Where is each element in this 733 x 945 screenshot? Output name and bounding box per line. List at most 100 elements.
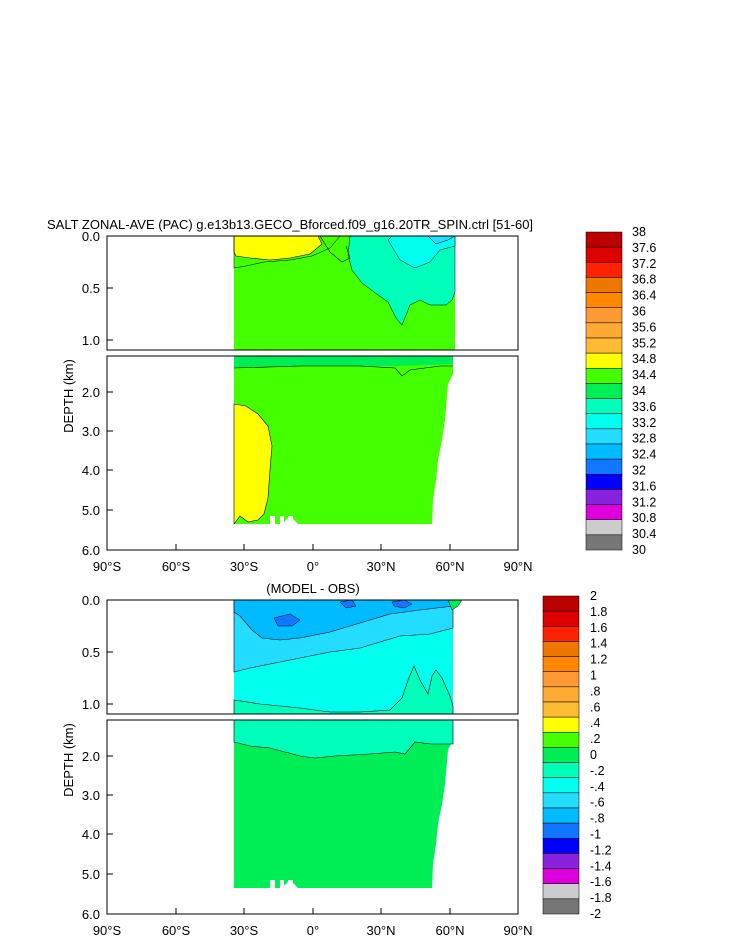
colorbar-box: [585, 277, 623, 293]
colorbar-box: [542, 626, 580, 642]
colorbar-label: 2: [590, 589, 597, 603]
colorbar-box: [542, 732, 580, 748]
colorbar-label: 31.2: [632, 495, 656, 509]
y-tick-label: 6.0: [82, 543, 100, 558]
y-tick-label: 4.0: [82, 463, 100, 478]
missing-data-gap: [270, 516, 275, 525]
y-tick-label: 4.0: [82, 827, 100, 842]
colorbar-box: [585, 413, 623, 430]
colorbar-label: 1: [590, 669, 597, 683]
colorbar-box: [585, 231, 623, 248]
colorbar-label: 38: [632, 225, 646, 239]
field-upper: [233, 235, 456, 350]
colorbar-box: [542, 822, 580, 839]
colorbar-box: [542, 868, 580, 884]
field-region: [233, 235, 341, 269]
colorbar-box: [542, 898, 580, 915]
x-ticks: 90°S 60°S 30°S 0° 30°N 60°N 90°N: [93, 908, 533, 938]
colorbar-label: .6: [590, 700, 600, 714]
colorbar-label: 34: [632, 384, 646, 398]
salt-panel: SALT ZONAL-AVE (PAC) g.e13b13.GECO_Bforc…: [47, 217, 656, 574]
y-tick-label: 2.0: [82, 385, 100, 400]
colorbar: 21.81.61.41.21.8.6.4.20-.2-.4-.6-.8-1-1.…: [542, 589, 612, 921]
x-tick-label: 30°S: [230, 559, 259, 574]
colorbar-box: [542, 641, 580, 657]
colorbar-label: 30: [632, 543, 646, 557]
field-region: [273, 613, 301, 627]
colorbar-label: 1.6: [590, 621, 607, 635]
colorbar-label: 35.6: [632, 320, 656, 334]
y-ticks-upper: 0.0 0.5 1.0: [82, 229, 113, 348]
y-tick-label: 2.0: [82, 749, 100, 764]
colorbar-box: [542, 747, 580, 763]
colorbar-label: 30.8: [632, 511, 656, 525]
y-ticks-upper: 0.0 0.5 1.0: [82, 593, 113, 712]
x-tick-label: 60°N: [435, 923, 464, 938]
colorbar-label: -.2: [590, 764, 605, 778]
colorbar-box: [542, 777, 580, 794]
missing-data-gap: [280, 880, 284, 889]
colorbar-label: -1.6: [590, 875, 612, 889]
colorbar-box: [542, 853, 580, 869]
x-ticks: 90°S 60°S 30°S 0° 30°N 60°N 90°N: [93, 544, 533, 574]
colorbar-label: 34.4: [632, 368, 656, 382]
colorbar-label: -1.8: [590, 891, 612, 905]
colorbar-label: 32.8: [632, 432, 656, 446]
chart-title: (MODEL - OBS): [266, 581, 359, 596]
y-tick-label: 5.0: [82, 503, 100, 518]
colorbar-label: -1.4: [590, 859, 612, 873]
colorbar-box: [585, 534, 623, 551]
upper-frame: [106, 235, 519, 351]
colorbar-label: .8: [590, 684, 600, 698]
colorbar-box: [542, 686, 580, 703]
colorbar-box: [585, 443, 623, 460]
colorbar-label: 35.2: [632, 336, 656, 350]
x-tick-label: 0°: [307, 559, 319, 574]
colorbar-label: 36.8: [632, 273, 656, 287]
colorbar-label: 1.8: [590, 605, 607, 619]
colorbar-label: 37.2: [632, 257, 656, 271]
x-tick-label: 90°S: [93, 923, 122, 938]
field-region: [234, 356, 453, 368]
y-tick-label: 0.0: [82, 229, 100, 244]
y-tick-label: 6.0: [82, 907, 100, 922]
field-region: [339, 599, 357, 609]
x-tick-label: 60°N: [435, 559, 464, 574]
colorbar-box: [585, 368, 623, 384]
colorbar-label: .4: [590, 716, 600, 730]
colorbar-label: 1.4: [590, 637, 607, 651]
x-tick-label: 90°N: [503, 559, 532, 574]
colorbar-label: -.4: [590, 780, 605, 794]
colorbar-box: [542, 671, 580, 688]
field-region: [234, 356, 453, 524]
colorbar-box: [585, 292, 623, 308]
field-region: [233, 403, 273, 525]
y-axis-label: DEPTH (km): [61, 359, 76, 433]
colorbar-label: 0: [590, 748, 597, 762]
colorbar-label: 1.2: [590, 653, 607, 667]
colorbar-label: 31.6: [632, 479, 656, 493]
colorbar-box: [542, 762, 580, 778]
colorbar-label: 34.8: [632, 352, 656, 366]
x-tick-label: 90°N: [503, 923, 532, 938]
colorbar-box: [585, 504, 623, 520]
missing-data-gap: [280, 516, 284, 525]
colorbar-label: 30.4: [632, 527, 656, 541]
field-region: [233, 665, 454, 715]
colorbar-label: 37.6: [632, 241, 656, 255]
colorbar-label: 36: [632, 305, 646, 319]
field-lower: [233, 356, 453, 525]
colorbar-box: [585, 383, 623, 399]
colorbar-label: -1.2: [590, 843, 612, 857]
colorbar-box: [542, 716, 580, 733]
colorbar-label: 36.4: [632, 289, 656, 303]
y-ticks-lower: 2.0 3.0 4.0 5.0 6.0: [82, 385, 113, 558]
colorbar-box: [542, 701, 580, 718]
field-region: [234, 720, 453, 888]
x-tick-label: 30°N: [366, 923, 395, 938]
colorbar-box: [585, 474, 623, 490]
colorbar-label: -2: [590, 907, 601, 921]
x-tick-label: 30°N: [366, 559, 395, 574]
